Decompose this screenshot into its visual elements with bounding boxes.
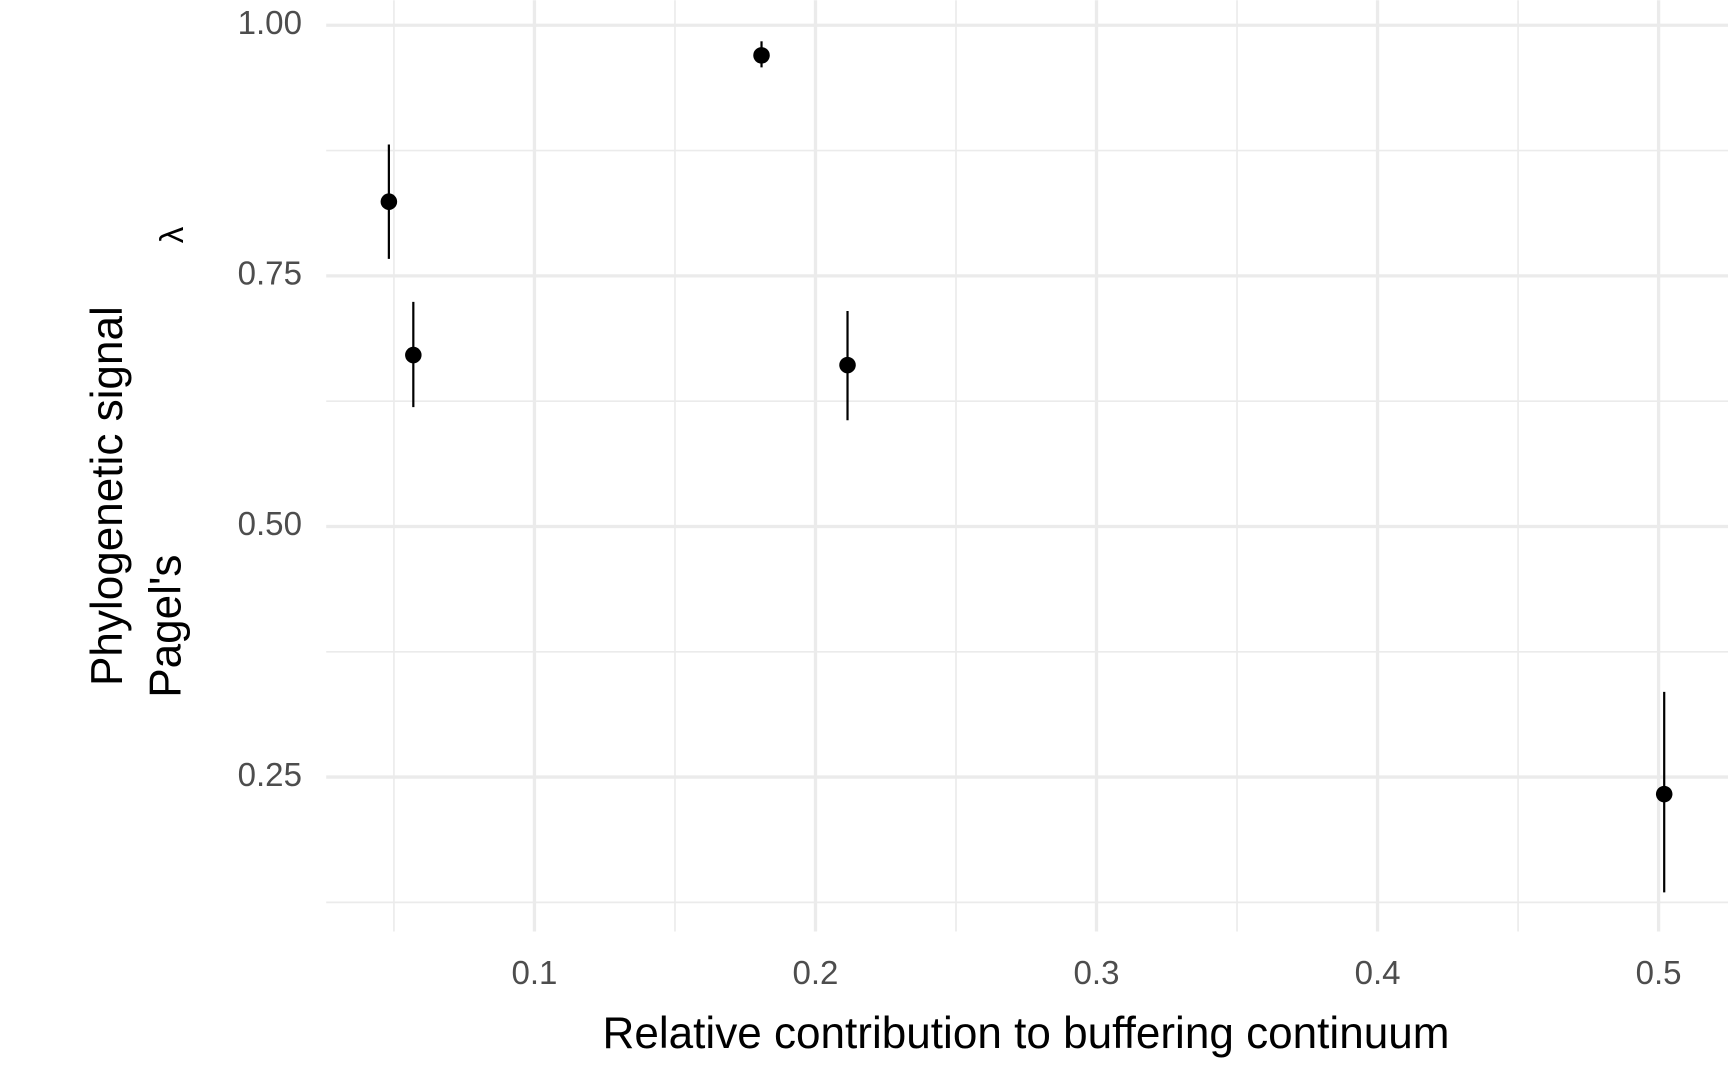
x-axis-title: Relative contribution to buffering conti… — [603, 1009, 1450, 1058]
x-tick-label: 0.2 — [793, 955, 839, 992]
y-tick-label: 0.75 — [238, 256, 302, 293]
point — [380, 193, 398, 210]
x-tick-label: 0.3 — [1074, 955, 1120, 992]
y-axis-title: λ — [154, 226, 191, 243]
y-tick-label: 0.25 — [238, 757, 302, 794]
point — [839, 356, 856, 374]
point — [753, 47, 770, 64]
y-tick-label: 0.50 — [238, 506, 302, 543]
y-axis-title: Pagel's — [141, 555, 190, 698]
point — [1655, 785, 1673, 803]
y-tick-label: 1.00 — [238, 5, 302, 42]
y-axis-title: Phylogenetic signal — [83, 306, 132, 686]
point — [405, 346, 422, 364]
x-tick-label: 0.5 — [1636, 955, 1682, 992]
x-tick-label: 0.1 — [511, 955, 557, 992]
x-tick-label: 0.4 — [1355, 955, 1401, 992]
